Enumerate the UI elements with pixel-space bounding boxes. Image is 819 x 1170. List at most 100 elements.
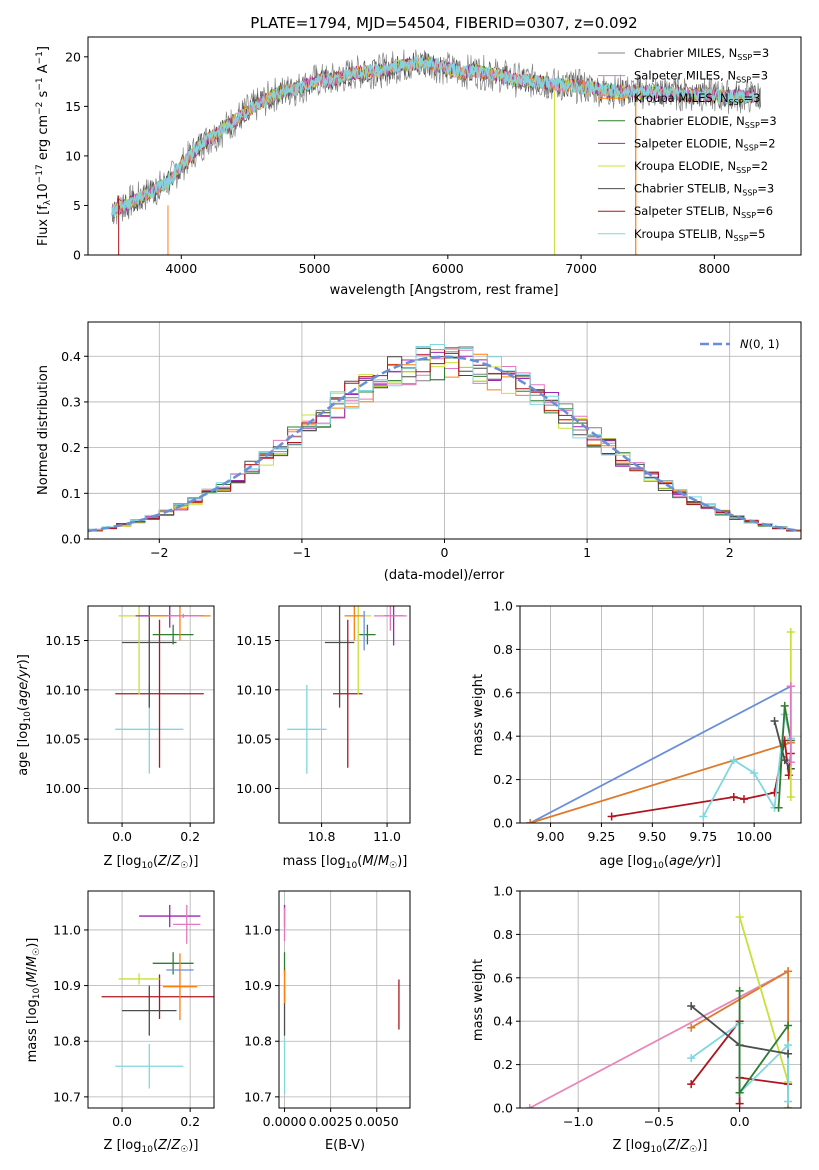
y-tick-label: 10.7 xyxy=(244,1089,272,1104)
y-axis-label-part: )] xyxy=(16,654,31,664)
y-axis-label-part: 10 xyxy=(36,183,51,200)
series-marker xyxy=(770,717,779,726)
series-line xyxy=(738,990,789,1096)
x-tick-label: 10.8 xyxy=(308,829,336,844)
y-tick-label: 15 xyxy=(65,99,81,114)
legend-tail: =2 xyxy=(759,136,776,150)
legend-entry-part: (0, 1) xyxy=(749,337,780,351)
legend-entry: Chabrier STELIB, NSSP=3 xyxy=(634,182,774,198)
x-axis-label-part: ( xyxy=(664,854,669,869)
y-axis-label-part: ( xyxy=(16,706,31,711)
legend-tail: =3 xyxy=(752,46,769,60)
series-marker xyxy=(729,792,738,801)
y-axis-label-part: ( xyxy=(25,983,40,988)
x-tick-label: 11.0 xyxy=(373,829,401,844)
y-axis-label-part: −17 xyxy=(35,164,45,183)
legend-label: Salpeter STELIB, N xyxy=(634,204,741,218)
legend-entry: Chabrier MILES, NSSP=3 xyxy=(634,46,769,62)
y-tick-label: 11.0 xyxy=(244,922,272,937)
legend-sub: SSP xyxy=(736,76,751,85)
y-axis-label-part: −2 xyxy=(35,102,45,115)
legend-sub: SSP xyxy=(745,121,760,130)
x-axis-label-part: ( xyxy=(662,1138,667,1153)
x-tick-label: 6000 xyxy=(432,261,464,276)
y-axis-label-part: age [log xyxy=(16,723,31,776)
y-axis-label-part: M xyxy=(25,956,40,967)
legend-entry: Salpeter STELIB, NSSP=6 xyxy=(634,204,773,220)
x-axis-label: (data-model)/error xyxy=(384,568,505,583)
legend-label: Salpeter ELODIE, N xyxy=(634,136,744,150)
legend-label: Chabrier ELODIE, N xyxy=(634,114,745,128)
x-tick-label: −2 xyxy=(150,545,168,560)
legend-label: Chabrier STELIB, N xyxy=(634,182,742,196)
x-tick-label: 0.2 xyxy=(180,1114,200,1129)
series-marker xyxy=(780,701,789,710)
legend-entry: Kroupa ELODIE, NSSP=2 xyxy=(634,159,768,175)
x-tick-label: 0.0000 xyxy=(263,1114,307,1129)
series-marker xyxy=(525,1104,534,1108)
y-tick-label: 10.8 xyxy=(244,1034,272,1049)
series-line xyxy=(529,741,792,823)
x-axis-label: age [log10(age/yr)] xyxy=(599,854,721,871)
legend-entry: Salpeter ELODIE, NSSP=2 xyxy=(634,136,776,152)
series-marker xyxy=(784,1049,793,1058)
series-line xyxy=(690,1018,789,1104)
legend-entry: Chabrier ELODIE, NSSP=3 xyxy=(634,114,777,130)
legend-tail: =3 xyxy=(760,114,777,128)
chart-spectrum: 4000 5000 6000 7000 8000 0 5 10 15 20 Chabrier MIL… xyxy=(35,36,802,298)
figure-title: PLATE=1794, MJD=54504, FIBERID=0307, z=0… xyxy=(250,14,637,32)
legend-sub: SSP xyxy=(744,143,759,152)
x-tick-label: 0.0 xyxy=(112,829,132,844)
y-tick-label: 0.2 xyxy=(493,772,513,787)
x-axis-label-part: )] xyxy=(711,854,721,869)
series-marker xyxy=(607,812,616,821)
y-tick-label: 20 xyxy=(65,49,81,64)
x-tick-label: 7000 xyxy=(565,261,597,276)
y-tick-label: 0.8 xyxy=(493,642,513,657)
series-marker xyxy=(739,795,748,804)
y-axis-label-part: 10 xyxy=(32,987,42,999)
series-marker xyxy=(687,1080,696,1089)
series-marker xyxy=(750,769,759,778)
x-axis-label: Z [log10(Z/Z☉)] xyxy=(613,1138,708,1155)
x-tick-label: 0.0 xyxy=(112,1114,132,1129)
y-tick-label: 0.0 xyxy=(493,1101,513,1116)
y-axis-label-part: s xyxy=(36,90,51,101)
series-marker xyxy=(687,1023,696,1032)
legend-label: Kroupa ELODIE, N xyxy=(634,159,736,173)
x-tick-label: 9.50 xyxy=(638,829,666,844)
y-tick-label: 10.05 xyxy=(45,732,81,747)
y-tick-label: 10.05 xyxy=(236,732,272,747)
y-axis-label-part: −1 xyxy=(35,51,45,64)
x-axis-label-part: Z [log xyxy=(104,1138,142,1153)
x-axis-label-part: M xyxy=(362,854,373,869)
series-marker xyxy=(774,803,783,812)
x-axis-label-part: ☉ xyxy=(180,861,188,871)
series-marker xyxy=(735,913,744,922)
series-line xyxy=(529,970,789,1108)
x-axis-label: E(B-V) xyxy=(325,1138,365,1153)
y-axis-label-part: 10 xyxy=(23,711,33,723)
series-marker xyxy=(786,792,795,801)
y-tick-label: 5 xyxy=(73,198,81,213)
x-tick-label: 5000 xyxy=(299,261,331,276)
y-tick-label: 0.4 xyxy=(493,729,513,744)
series-marker xyxy=(784,967,793,976)
legend-tail: =6 xyxy=(756,204,773,218)
x-axis-label: Z [log10(Z/Z☉)] xyxy=(104,854,199,871)
legend-entry: Kroupa MILES, NSSP=3 xyxy=(634,91,760,107)
x-tick-label: 8000 xyxy=(698,261,730,276)
axes-frame xyxy=(87,605,215,824)
chart-age_vs_mass: 10.8 11.0 10.00 10.05 10.10 10.15 mass [log10(… xyxy=(236,605,411,871)
x-axis-label: wavelength [Angstrom, rest frame] xyxy=(330,283,559,298)
series-marker xyxy=(786,758,795,767)
x-axis-label-part: 10 xyxy=(141,861,153,871)
x-tick-label: −0.5 xyxy=(644,1114,674,1129)
x-tick-label: 0.2 xyxy=(180,829,200,844)
plot-area xyxy=(115,606,211,774)
y-tick-label: 0.3 xyxy=(61,394,81,409)
x-axis-label-part: Z xyxy=(666,1138,677,1153)
x-axis-label-part: age/yr xyxy=(669,854,712,869)
y-tick-label: 1.0 xyxy=(493,884,513,899)
y-tick-label: 0.0 xyxy=(493,816,513,831)
